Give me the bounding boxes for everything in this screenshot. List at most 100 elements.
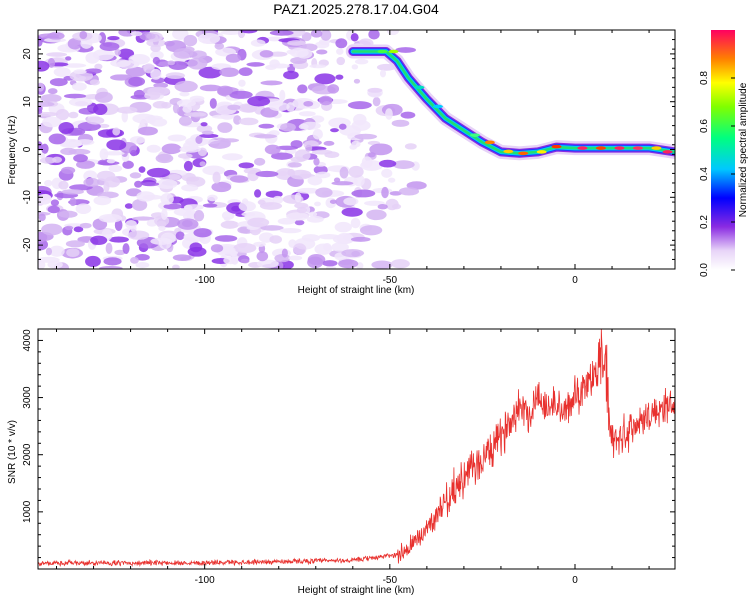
noise-blob (172, 103, 180, 114)
noise-blob (38, 101, 55, 107)
noise-blob (400, 111, 416, 119)
ridge-hotspot (551, 144, 562, 149)
noise-blob (366, 209, 387, 221)
noise-blob (211, 181, 232, 193)
noise-blob (335, 38, 348, 49)
noise-blob (47, 260, 63, 269)
noise-blob (47, 57, 56, 68)
noise-blob (307, 175, 323, 186)
noise-blob (318, 95, 333, 106)
noise-blob (98, 123, 110, 128)
noise-blob (238, 162, 254, 169)
noise-blob (201, 130, 214, 135)
noise-blob (65, 240, 85, 248)
noise-blob (306, 215, 324, 223)
noise-blob (247, 95, 271, 107)
noise-blob (41, 223, 63, 236)
noise-blob (209, 98, 217, 109)
noise-blob (308, 211, 318, 217)
noise-blob (187, 57, 208, 70)
noise-blob (288, 255, 303, 261)
ridge-hotspot (632, 146, 643, 150)
noise-blob (330, 128, 339, 133)
noise-blob (212, 171, 221, 184)
noise-blob (290, 140, 303, 149)
noise-blob (182, 141, 199, 152)
noise-blob (259, 50, 274, 58)
noise-blob (110, 59, 131, 68)
colorbar-tick-label: 0.4 (699, 167, 710, 181)
noise-blob (193, 228, 212, 238)
noise-blob (193, 210, 205, 222)
noise-blob (182, 105, 193, 113)
noise-blob (107, 35, 120, 41)
noise-blob (122, 160, 134, 169)
noise-blob (134, 254, 150, 261)
noise-blob (281, 248, 288, 258)
colorbar-ticks: 0.0 0.2 0.4 0.6 0.8 (699, 71, 735, 277)
noise-blob (38, 36, 43, 47)
noise-blob (141, 181, 160, 187)
spectrogram-y-tick-label: 10 (22, 96, 33, 108)
noise-blob (150, 50, 164, 60)
spectrogram-ridge (345, 44, 675, 161)
noise-blob (161, 208, 168, 220)
ridge-hotspot (518, 151, 529, 156)
noise-blob (172, 30, 189, 40)
noise-blob (305, 144, 313, 152)
noise-blob (290, 57, 307, 65)
noise-blob (323, 140, 335, 146)
noise-blob (292, 243, 307, 256)
noise-blob (294, 149, 311, 162)
noise-blob (279, 89, 286, 102)
noise-blob (172, 264, 180, 269)
noise-blob (296, 206, 308, 214)
noise-blob (296, 48, 313, 59)
noise-blob (368, 30, 380, 40)
noise-blob (89, 79, 100, 86)
noise-blob (163, 203, 182, 210)
noise-blob (269, 235, 283, 244)
noise-blob (354, 58, 369, 65)
noise-blob (214, 42, 225, 50)
noise-blob (316, 49, 328, 55)
noise-blob (47, 88, 58, 95)
noise-blob (164, 40, 175, 47)
noise-blob (283, 70, 299, 80)
ridge-hotspot (377, 49, 388, 54)
noise-blob (189, 50, 207, 60)
noise-blob (128, 76, 146, 87)
noise-blob (49, 245, 65, 257)
noise-blob (211, 114, 235, 119)
noise-blob (241, 104, 258, 113)
noise-blob (129, 172, 142, 179)
noise-blob (269, 63, 290, 69)
noise-blob (114, 49, 121, 56)
noise-blob (254, 134, 277, 139)
noise-blob (146, 144, 161, 153)
noise-blob (40, 94, 62, 103)
noise-blob (387, 177, 396, 183)
noise-blob (156, 179, 178, 189)
noise-blob (61, 189, 84, 195)
noise-blob (108, 164, 123, 173)
noise-blob (260, 80, 283, 86)
noise-blob (181, 184, 199, 192)
noise-blob (161, 143, 182, 155)
noise-blob (301, 32, 312, 42)
noise-blob (104, 176, 121, 188)
colorbar-label: Normalized spectral amplitude (738, 82, 749, 217)
noise-blob (186, 176, 200, 182)
noise-blob (339, 166, 349, 179)
snr-x-tick-label: 0 (572, 575, 578, 586)
noise-blob (347, 101, 372, 110)
snr-background (38, 329, 675, 569)
noise-blob (240, 258, 250, 264)
noise-blob (152, 56, 161, 65)
noise-blob (398, 187, 420, 196)
snr-y-tick-label: 2000 (22, 443, 33, 466)
noise-blob (335, 74, 344, 80)
noise-blob (350, 236, 371, 242)
noise-blob (173, 48, 194, 59)
noise-blob (326, 265, 337, 269)
